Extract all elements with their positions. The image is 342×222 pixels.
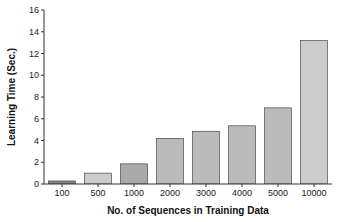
bars [49, 40, 328, 184]
y-tick-label: 12 [29, 49, 39, 59]
y-tick [41, 75, 44, 76]
x-tick [314, 184, 315, 187]
y-tick-label: 16 [29, 5, 39, 15]
x-axis-line [44, 184, 332, 185]
x-tick-label: 1000 [124, 188, 144, 198]
y-tick [41, 184, 44, 185]
y-tick-label: 10 [29, 70, 39, 80]
y-tick-label: 14 [29, 27, 39, 37]
x-tick-label: 2000 [160, 188, 180, 198]
x-axis-label: No. of Sequences in Training Data [107, 205, 269, 216]
y-tick-label: 8 [34, 92, 39, 102]
y-tick-label: 2 [34, 157, 39, 167]
x-tick [62, 184, 63, 187]
y-tick-label: 6 [34, 114, 39, 124]
bar [193, 131, 220, 184]
y-tick-label: 0 [34, 179, 39, 189]
x-tick [170, 184, 171, 187]
x-tick [98, 184, 99, 187]
y-tick [41, 31, 44, 32]
chart-container: 0 2 4 6 8 10 12 14 16 100 500 1000 2000 3000 4000 5000 1… [0, 0, 342, 222]
background [0, 0, 342, 222]
bar [265, 108, 292, 184]
x-tick-label: 100 [54, 188, 69, 198]
y-tick [41, 97, 44, 98]
x-tick-label: 500 [90, 188, 105, 198]
bar [157, 138, 184, 184]
y-tick [41, 118, 44, 119]
y-tick [41, 162, 44, 163]
x-tick-label: 5000 [268, 188, 288, 198]
bar [121, 164, 148, 184]
y-tick [41, 10, 44, 11]
y-tick [41, 53, 44, 54]
x-tick-label: 10000 [301, 188, 326, 198]
bar [85, 173, 112, 184]
x-tick-label: 4000 [232, 188, 252, 198]
x-tick [242, 184, 243, 187]
bar [229, 126, 256, 184]
y-tick-label: 4 [34, 136, 39, 146]
y-tick [41, 140, 44, 141]
x-tick [206, 184, 207, 187]
x-tick [278, 184, 279, 187]
y-axis-label: Learning Time (Sec.) [6, 48, 17, 146]
bar [301, 40, 328, 184]
x-tick-label: 3000 [196, 188, 216, 198]
chart-svg: 0 2 4 6 8 10 12 14 16 100 500 1000 2000 3000 4000 5000 1… [0, 0, 342, 222]
x-tick [134, 184, 135, 187]
